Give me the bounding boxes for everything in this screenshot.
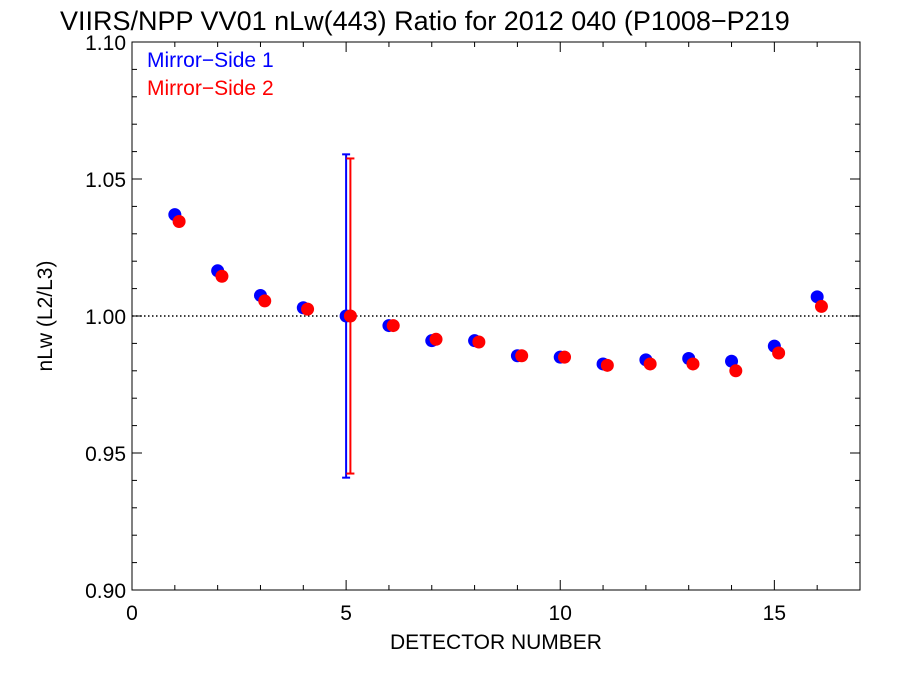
data-point-series-2 xyxy=(215,269,229,283)
y-tick-label: 1.10 xyxy=(85,32,126,55)
chart-title: VIIRS/NPP VV01 nLw(443) Ratio for 2012 0… xyxy=(60,6,790,36)
data-point-series-2 xyxy=(600,358,614,372)
y-axis-label: nLw (L2/L3) xyxy=(34,261,57,372)
data-point-series-2 xyxy=(258,294,272,308)
data-point-series-2 xyxy=(772,346,786,360)
y-tick-label: 1.00 xyxy=(85,306,126,329)
data-point-series-2 xyxy=(386,319,400,333)
y-tick-label: 1.05 xyxy=(85,169,126,192)
data-point-series-2 xyxy=(172,214,186,228)
y-tick-label: 0.95 xyxy=(85,443,126,466)
x-tick-label: 5 xyxy=(340,602,352,625)
data-point-series-2 xyxy=(429,332,443,346)
x-axis-label: DETECTOR NUMBER xyxy=(390,631,602,654)
legend-entry-2: Mirror−Side 2 xyxy=(147,77,274,100)
x-tick-label: 10 xyxy=(549,602,572,625)
data-point-series-2 xyxy=(472,335,486,349)
data-point-series-2 xyxy=(814,299,828,313)
data-point-series-2 xyxy=(686,357,700,371)
data-point-series-2 xyxy=(729,364,743,378)
data-point-series-2 xyxy=(643,357,657,371)
x-tick-label: 15 xyxy=(763,602,786,625)
x-tick-label: 0 xyxy=(126,602,138,625)
data-point-series-2 xyxy=(343,309,357,323)
data-point-series-2 xyxy=(558,350,572,364)
data-point-series-2 xyxy=(515,349,529,363)
data-point-series-2 xyxy=(301,302,315,316)
legend-entry-1: Mirror−Side 1 xyxy=(147,49,274,72)
y-tick-label: 0.90 xyxy=(85,580,126,603)
plot-area: 0 5 10 15 0.90 0.95 1.00 1.05 1.10 Mirror−Side 1 M… xyxy=(85,32,861,625)
